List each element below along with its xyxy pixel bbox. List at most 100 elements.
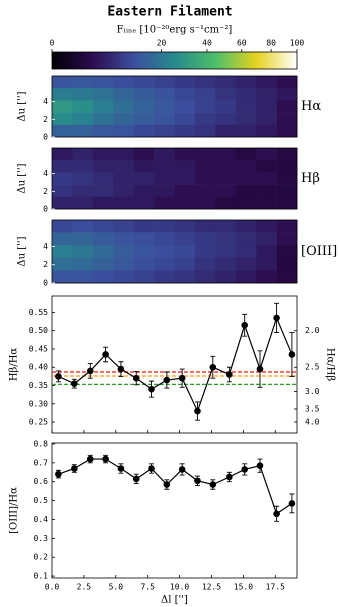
colorbar-tick-label: 80 — [266, 39, 276, 48]
data-point — [133, 375, 140, 382]
y-tick-label: 0.1 — [34, 572, 49, 581]
y-tick-label: 2 — [43, 115, 48, 124]
image-pixel — [52, 160, 73, 173]
image-pixel — [113, 100, 134, 113]
image-pixel — [175, 185, 196, 198]
image-pixel — [72, 270, 93, 283]
data-point — [209, 481, 216, 488]
image-pixel — [113, 172, 134, 185]
y-tick-label: 0 — [43, 279, 48, 288]
image-pixel — [277, 172, 298, 185]
image-pixel — [134, 185, 155, 198]
image-pixel — [134, 88, 155, 101]
data-point — [164, 481, 171, 488]
image-pixel — [236, 113, 257, 126]
image-pixel — [195, 76, 216, 89]
figure: Eastern Filament Fₗᵢₙₑ [10⁻²⁰erg s⁻¹cm⁻²… — [0, 0, 340, 607]
image-pixel — [72, 113, 93, 126]
image-pixel — [72, 148, 93, 161]
image-pixel — [52, 258, 73, 271]
image-pixel — [93, 245, 114, 258]
data-point — [273, 511, 280, 518]
y-tick-label: 0.45 — [29, 344, 48, 353]
image-pixel — [175, 125, 196, 138]
data-point — [118, 465, 125, 472]
image-pixel — [277, 185, 298, 198]
image-pixel — [72, 245, 93, 258]
data-point — [179, 375, 186, 382]
data-point — [148, 465, 155, 472]
image-pixel — [256, 172, 277, 185]
image-pixel — [277, 76, 298, 89]
y-tick-label: 0 — [43, 133, 48, 142]
image-pixel — [195, 258, 216, 271]
x-tick-label: 17.5 — [266, 583, 285, 592]
image-pixel — [154, 76, 175, 89]
image-pixel — [154, 125, 175, 138]
y-tick-label: 4 — [43, 97, 48, 106]
data-point — [273, 315, 280, 322]
y-tick-label: 0.50 — [29, 326, 48, 335]
image-pixel — [134, 100, 155, 113]
image-pixel — [256, 270, 277, 283]
y2-tick-label: 4.0 — [305, 418, 320, 427]
image-pixel — [195, 160, 216, 173]
image-pixel — [277, 88, 298, 101]
image-pixel — [93, 185, 114, 198]
image-pixel — [236, 76, 257, 89]
image-pixel — [236, 148, 257, 161]
image-pixel — [175, 258, 196, 271]
data-point — [226, 371, 233, 378]
image-pixel — [195, 197, 216, 210]
image-pixel — [52, 125, 73, 138]
x-axis-label: Δl [''] — [161, 595, 188, 606]
image-pixel — [93, 160, 114, 173]
image-pixel — [154, 88, 175, 101]
data-point — [289, 351, 296, 358]
image-pixel — [236, 245, 257, 258]
data-point — [257, 462, 264, 469]
image-pixel — [134, 197, 155, 210]
data-point — [257, 366, 264, 373]
y-tick-label: 0.7 — [34, 458, 49, 467]
image-pixel — [72, 76, 93, 89]
image-pixel — [134, 125, 155, 138]
image-pixel — [256, 258, 277, 271]
y-tick-label: 0.40 — [29, 363, 48, 372]
image-pixel — [93, 88, 114, 101]
image-pixel — [256, 160, 277, 173]
image-pixel — [154, 113, 175, 126]
image-pixel — [215, 245, 236, 258]
data-point — [226, 474, 233, 481]
y-tick-label: 2 — [43, 260, 48, 269]
image-pixel — [134, 148, 155, 161]
y-axis-label: Hβ/Hα — [9, 348, 20, 382]
data-point — [102, 351, 109, 358]
panel-label: [OIII] — [301, 244, 337, 259]
data-point — [102, 456, 109, 463]
image-pixel — [195, 220, 216, 233]
data-point — [71, 380, 78, 387]
image-pixel — [175, 197, 196, 210]
colorbar-tick-label: 20 — [157, 39, 167, 48]
colorbar-tick-label: 100 — [290, 39, 305, 48]
y-axis-label: Δu [''] — [17, 91, 28, 121]
image-pixel — [93, 258, 114, 271]
y2-tick-label: 2.5 — [305, 363, 320, 372]
image-pixel — [195, 245, 216, 258]
image-pixel — [72, 220, 93, 233]
data-point — [71, 465, 78, 472]
image-pixel — [195, 148, 216, 161]
colorbar-tick-label: 0 — [50, 39, 55, 48]
image-pixel — [154, 160, 175, 173]
image-pixel — [52, 197, 73, 210]
image-pixel — [154, 270, 175, 283]
image-pixel — [134, 76, 155, 89]
image-pixel — [52, 172, 73, 185]
data-point — [133, 476, 140, 483]
image-pixel — [236, 270, 257, 283]
image-pixel — [175, 245, 196, 258]
image-pixel — [113, 113, 134, 126]
image-pixel — [195, 88, 216, 101]
image-pixel — [154, 185, 175, 198]
